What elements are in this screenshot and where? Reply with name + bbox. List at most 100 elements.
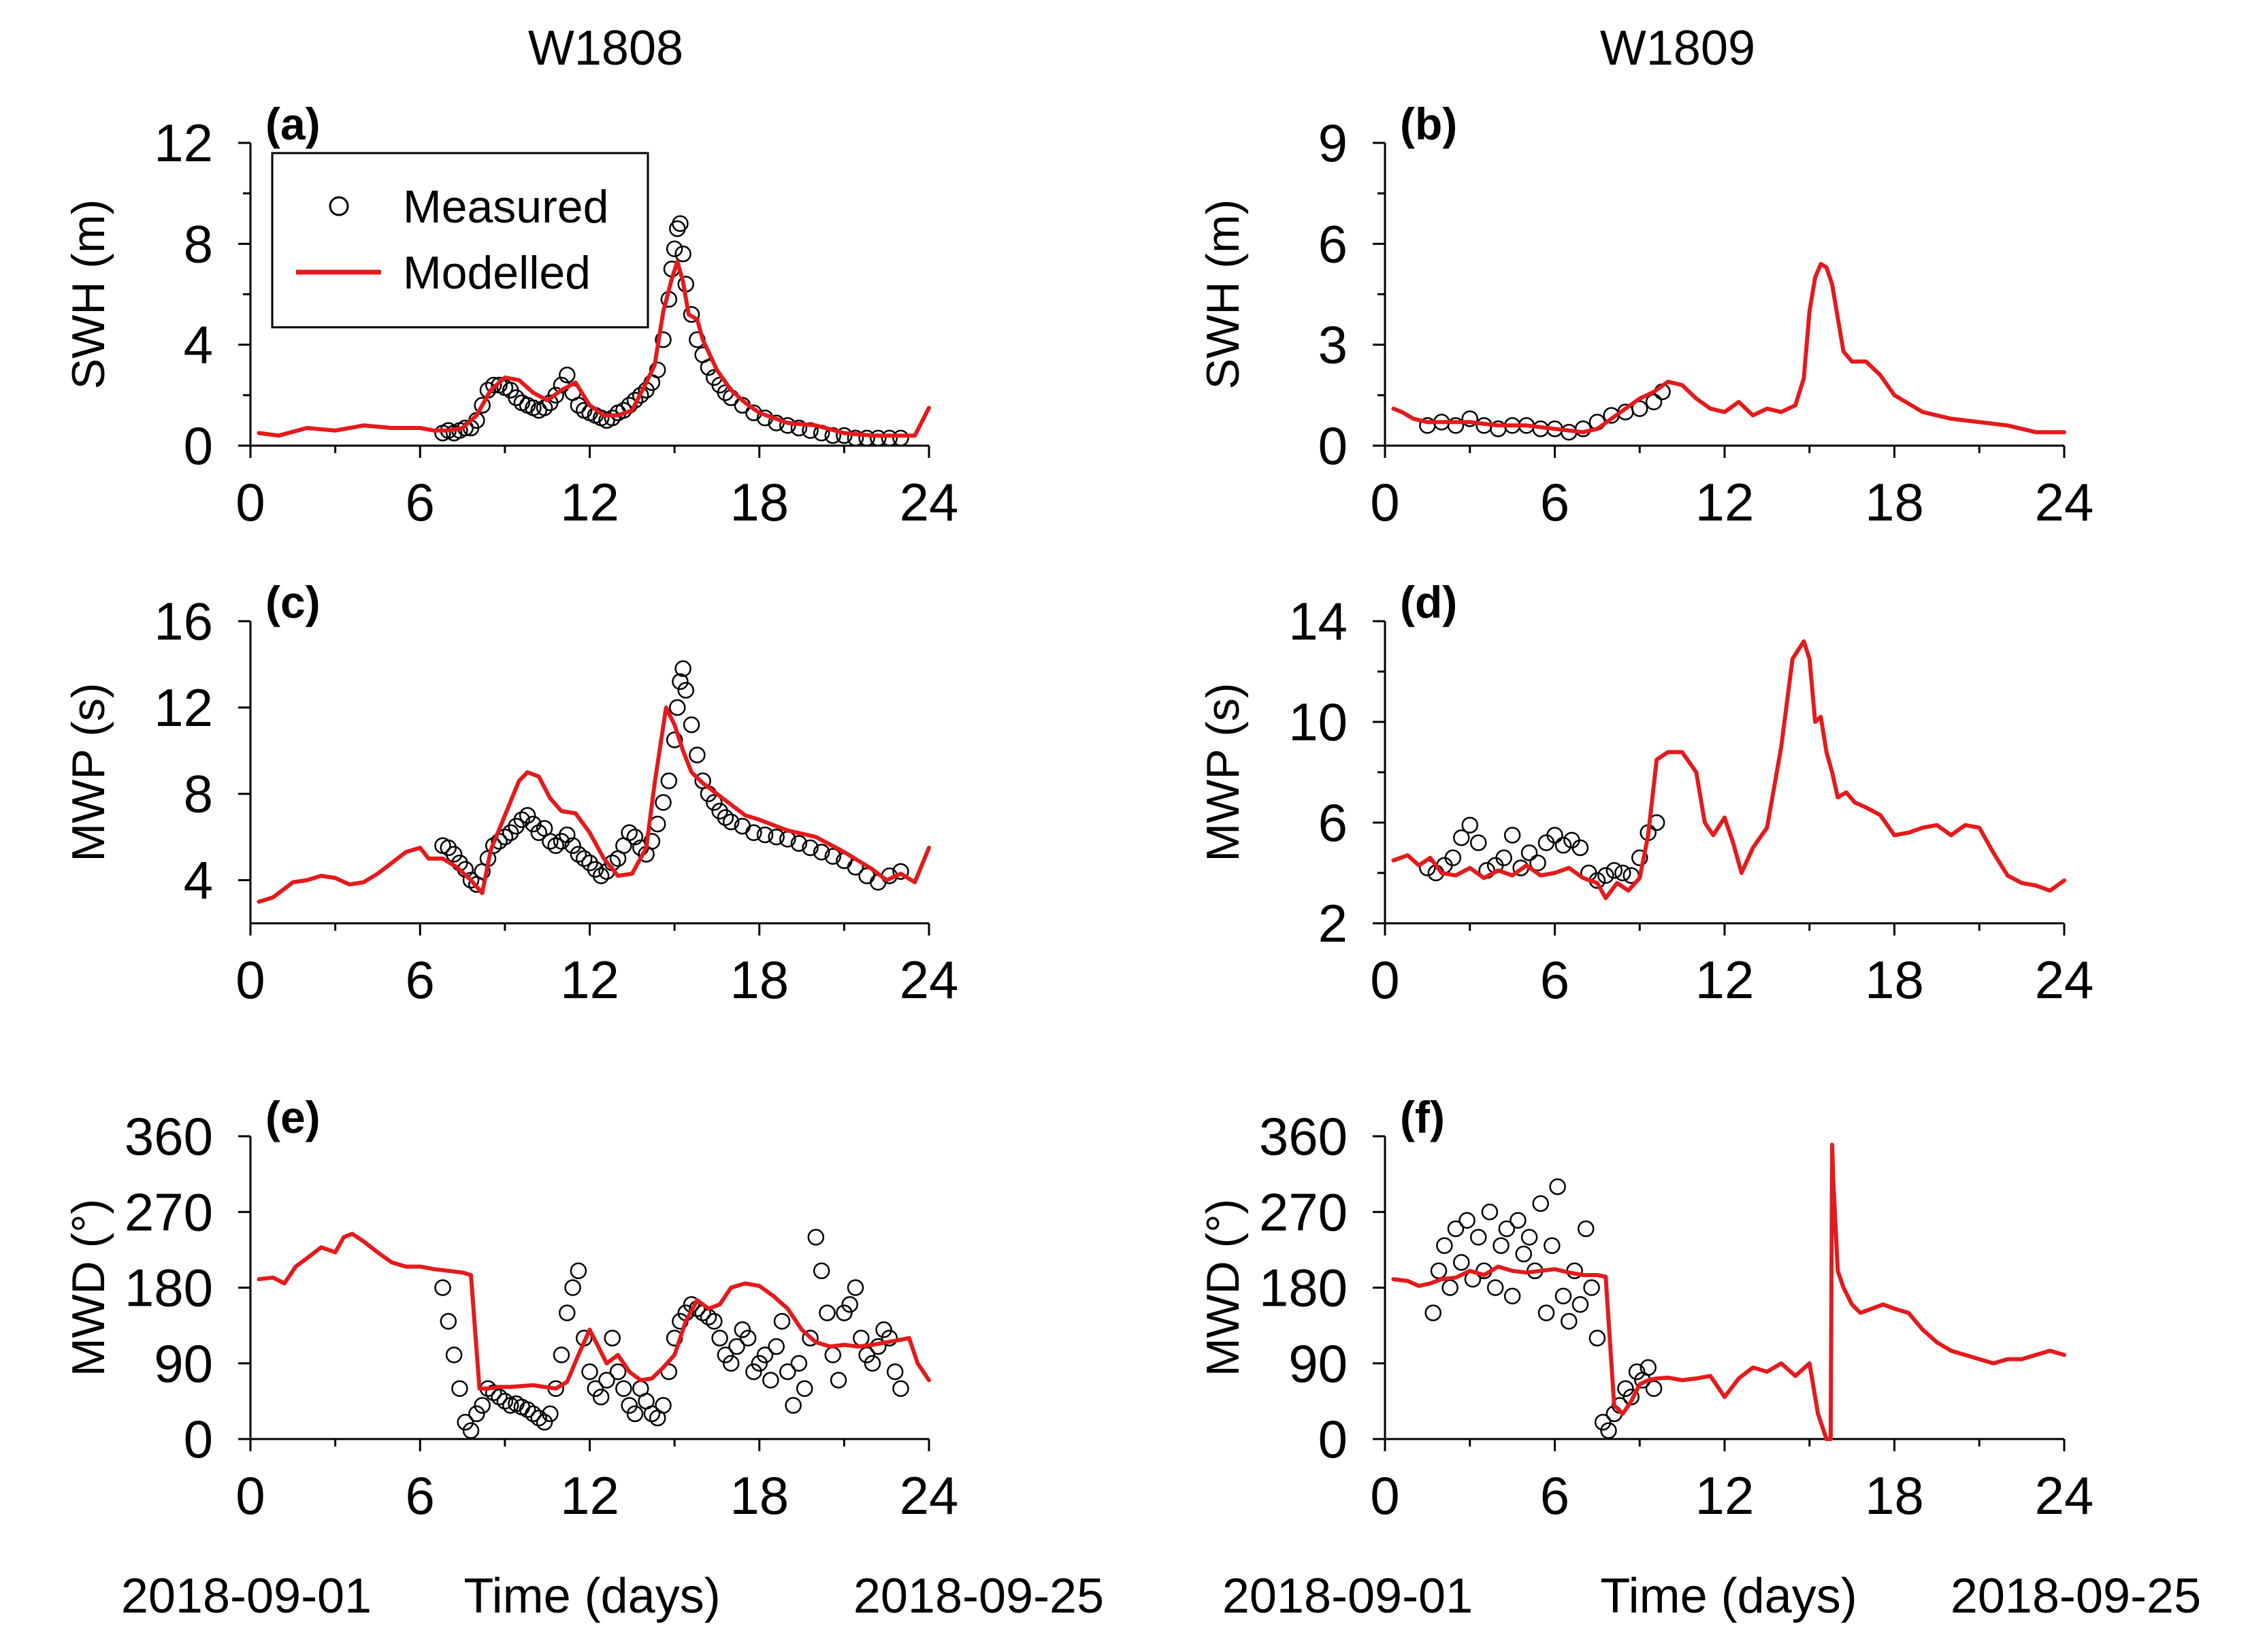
column-title-w1809: W1809 <box>1600 21 1755 76</box>
legend-modelled-label: Modelled <box>403 247 591 299</box>
measured-point <box>756 1347 774 1364</box>
measured-point <box>496 1393 514 1410</box>
measured-point <box>575 850 593 868</box>
y-tick-label: 16 <box>154 591 213 651</box>
measured-point <box>462 1422 480 1439</box>
measured-point <box>530 1409 547 1427</box>
measured-point <box>621 1397 638 1414</box>
measured-point <box>547 837 564 855</box>
measured-point <box>1436 1237 1453 1254</box>
measured-point <box>830 1372 847 1389</box>
modelled-line <box>257 705 931 904</box>
measured-point <box>1515 1245 1533 1263</box>
measured-point <box>1554 1287 1572 1305</box>
x-tick-label: 12 <box>560 1466 619 1525</box>
measured-point <box>1447 1220 1465 1238</box>
measured-point <box>706 794 723 811</box>
measured-point <box>1430 1262 1448 1280</box>
measured-point <box>570 846 587 863</box>
measured-point <box>1453 829 1470 846</box>
measured-point <box>790 1355 808 1372</box>
panel-d: 0 6 12 18 24 2 6 10 14 MWP (s) (d) <box>1197 577 2093 1010</box>
x-tick-label: 24 <box>2035 1466 2094 1525</box>
y-tick-label: 4 <box>184 850 213 910</box>
measured-point <box>474 1397 491 1414</box>
measured-point <box>858 429 875 447</box>
x-tick-label: 6 <box>1540 472 1569 532</box>
measured-point <box>881 1329 898 1347</box>
measured-point <box>847 1279 864 1296</box>
measured-point <box>440 839 457 857</box>
y-tick-label: 360 <box>125 1106 213 1166</box>
y-tick-label: 90 <box>1288 1334 1348 1393</box>
measured-point <box>1537 1304 1555 1321</box>
measured-point <box>824 848 842 865</box>
measured-point <box>604 1329 621 1347</box>
x-tick-label: 24 <box>2035 950 2094 1010</box>
y-tick-label: 8 <box>184 764 213 824</box>
measured-point <box>1520 844 1538 861</box>
y-tick-label: 3 <box>1318 315 1348 375</box>
measured-point <box>739 1329 757 1347</box>
measured-point <box>813 844 830 861</box>
measured-point <box>1503 1287 1521 1305</box>
y-tick-label: 9 <box>1318 113 1348 173</box>
x-tick-label: 6 <box>406 950 435 1010</box>
measured-point <box>1640 1359 1657 1376</box>
measured-point <box>728 1338 745 1355</box>
measured-point <box>1645 1380 1663 1398</box>
measured-point <box>1645 393 1663 410</box>
measured-point <box>683 716 700 733</box>
measured-point <box>824 1347 842 1364</box>
measured-point <box>768 1338 785 1355</box>
measured-point <box>1424 1304 1441 1321</box>
measured-point <box>1458 1212 1475 1229</box>
measured-point <box>1631 400 1648 417</box>
x-tick-label: 24 <box>900 1466 959 1525</box>
measured-point <box>615 1380 632 1398</box>
xlabel-left: Time (days) <box>463 1569 720 1623</box>
legend-measured-label: Measured <box>403 181 608 233</box>
x-tick-label: 0 <box>1370 472 1399 532</box>
measured-point <box>1571 839 1589 857</box>
column-title-w1808: W1808 <box>528 21 683 76</box>
modelled-line <box>1391 262 2066 435</box>
measured-point <box>836 1304 853 1321</box>
measured-point <box>892 1380 909 1398</box>
measured-point <box>1493 1237 1510 1254</box>
measured-point <box>790 835 808 852</box>
measured-point <box>491 1388 508 1406</box>
measured-point <box>1503 827 1521 844</box>
measured-point <box>1554 837 1572 854</box>
measured-point <box>587 1380 604 1398</box>
modelled-line <box>1391 639 2066 900</box>
panel-label: (a) <box>265 99 321 149</box>
measured-point <box>869 429 887 447</box>
measured-point <box>1571 1295 1589 1313</box>
measured-point <box>525 815 542 833</box>
measured-point <box>717 809 734 826</box>
measured-point <box>1600 1422 1617 1439</box>
y-tick-label: 4 <box>184 315 213 375</box>
x-tick-label: 0 <box>1370 1466 1399 1525</box>
measured-point <box>632 386 649 404</box>
measured-point <box>1605 862 1623 879</box>
measured-point <box>677 682 694 699</box>
measured-point <box>722 813 740 831</box>
measured-point <box>598 1372 615 1389</box>
measured-point <box>1594 1414 1612 1431</box>
measured-point <box>1461 816 1478 833</box>
y-axis-label: SWH (m) <box>63 199 114 389</box>
measured-point <box>1614 864 1631 882</box>
measured-point <box>1469 834 1487 851</box>
panel-label: (c) <box>265 577 321 627</box>
measured-point <box>445 1347 463 1364</box>
measured-point <box>519 807 536 824</box>
x-tick-label: 6 <box>406 1466 435 1525</box>
measured-point <box>1461 410 1478 427</box>
y-tick-label: 0 <box>1318 1409 1348 1469</box>
measured-series <box>434 660 909 893</box>
x-tick-label: 0 <box>235 472 265 532</box>
y-axis-label: MWD (°) <box>1197 1199 1249 1376</box>
